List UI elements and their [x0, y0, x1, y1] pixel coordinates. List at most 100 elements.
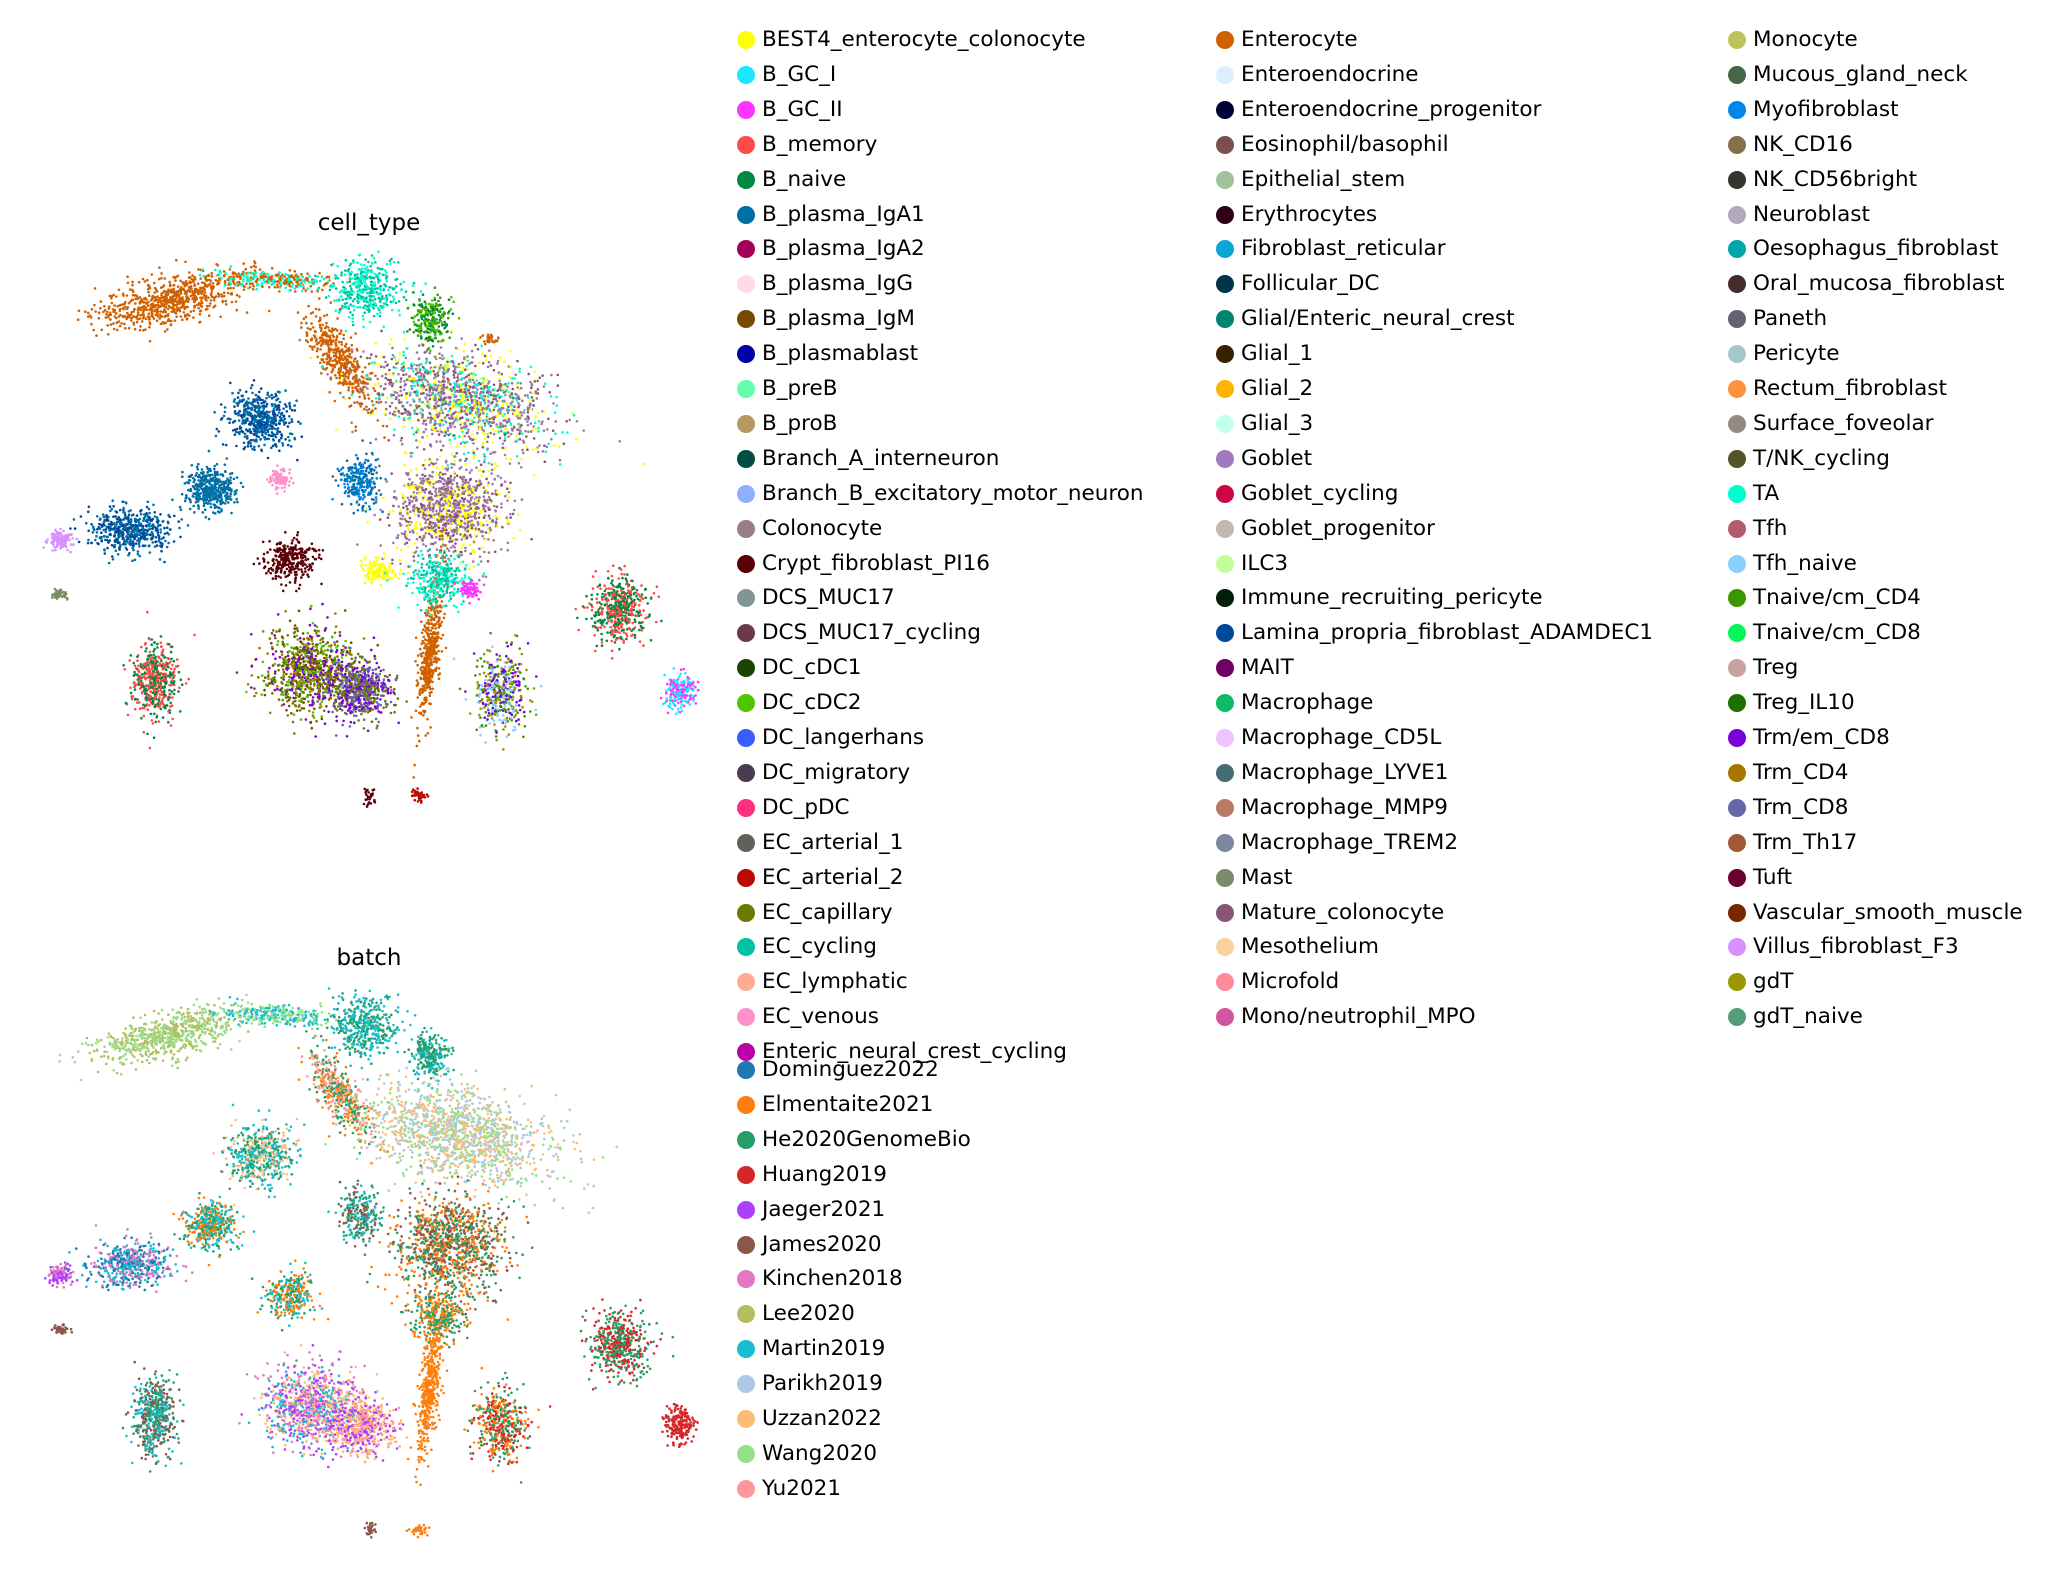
cell-point: [439, 363, 443, 367]
cell-point: [524, 429, 527, 433]
cell-point: [93, 287, 97, 290]
cell-point: [508, 375, 511, 378]
cell-point: [338, 374, 342, 377]
cell-point: [302, 317, 306, 321]
cell-point: [503, 453, 507, 457]
cell-point: [418, 323, 422, 327]
cell-point: [369, 265, 373, 268]
cell-point: [307, 304, 310, 308]
cell-point: [461, 395, 464, 398]
cell-point: [412, 491, 416, 494]
cell-point: [338, 370, 342, 374]
cell-point: [333, 374, 337, 377]
cell-point: [223, 280, 227, 283]
cell-point: [527, 430, 530, 434]
cell-point: [178, 302, 181, 305]
cell-point: [312, 283, 315, 286]
cell-point: [136, 311, 140, 314]
cell-point: [453, 367, 457, 371]
cell-point: [498, 412, 502, 415]
cell-point: [103, 308, 107, 312]
cell-point: [348, 352, 352, 356]
cell-point: [425, 528, 429, 531]
cell-point: [430, 459, 433, 462]
cell-point: [376, 292, 380, 296]
cell-point: [447, 298, 451, 301]
cell-point: [362, 306, 365, 309]
cell-point: [424, 305, 428, 309]
cell-point: [498, 356, 502, 360]
cell-point: [441, 537, 445, 541]
cell-point: [530, 382, 534, 386]
cell-point: [250, 415, 253, 419]
cell-point: [388, 405, 392, 408]
cell-point: [453, 546, 457, 549]
cell-point: [526, 396, 530, 399]
cell-point: [243, 410, 246, 414]
cell-point: [356, 261, 359, 264]
cell-point: [498, 373, 502, 377]
cell-point: [175, 315, 178, 318]
cell-point: [401, 362, 405, 365]
cell-point: [505, 402, 509, 405]
cell-point: [530, 386, 533, 390]
cell-point: [385, 279, 389, 283]
cell-point: [450, 404, 454, 407]
cell-point: [376, 419, 380, 422]
cell-point: [492, 504, 496, 508]
cell-point: [438, 489, 441, 493]
cell-point: [463, 511, 467, 514]
cell-point: [471, 406, 475, 410]
cell-point: [330, 363, 334, 367]
cell-point: [439, 440, 442, 443]
cell-point: [426, 339, 430, 342]
cell-point: [544, 450, 548, 454]
cell-point: [326, 373, 329, 376]
cell-point: [448, 424, 452, 427]
cell-point: [435, 440, 438, 443]
cell-point: [136, 313, 140, 316]
cell-point: [513, 412, 516, 416]
cell-point: [185, 318, 189, 321]
cell-point: [434, 302, 438, 305]
cell-point: [478, 420, 481, 423]
cell-point: [122, 307, 125, 311]
cell-point: [347, 316, 351, 319]
cell-point: [337, 340, 341, 344]
cell-point: [140, 320, 144, 323]
cell-point: [421, 473, 424, 477]
cell-point: [418, 522, 422, 525]
cell-point: [366, 291, 370, 295]
cell-point: [254, 271, 258, 274]
cell-point: [459, 383, 463, 387]
cell-point: [479, 406, 482, 410]
cell-point: [420, 337, 423, 340]
cell-point: [469, 507, 473, 510]
cell-point: [259, 438, 262, 441]
cell-point: [93, 303, 96, 307]
cell-point: [507, 392, 511, 395]
cell-point: [241, 272, 244, 276]
cell-point: [332, 284, 336, 287]
cell-point: [446, 477, 450, 480]
cell-point: [388, 379, 392, 382]
cell-point: [391, 308, 394, 312]
cell-point: [379, 292, 383, 295]
cell-point: [464, 546, 467, 550]
cell-point: [430, 329, 434, 332]
cell-point: [349, 370, 352, 374]
cell-point: [437, 380, 441, 383]
cell-point: [492, 539, 496, 542]
cell-point: [447, 403, 451, 407]
cell-point: [506, 518, 509, 522]
cell-point: [185, 280, 188, 283]
cell-point: [412, 320, 416, 324]
cell-point: [323, 340, 327, 344]
cell-point: [348, 292, 352, 296]
cell-point: [480, 560, 483, 563]
cell-point: [412, 291, 415, 294]
cell-point: [352, 261, 355, 264]
cell-point: [236, 284, 240, 287]
cell-point: [285, 277, 288, 281]
cell-point: [490, 468, 494, 472]
